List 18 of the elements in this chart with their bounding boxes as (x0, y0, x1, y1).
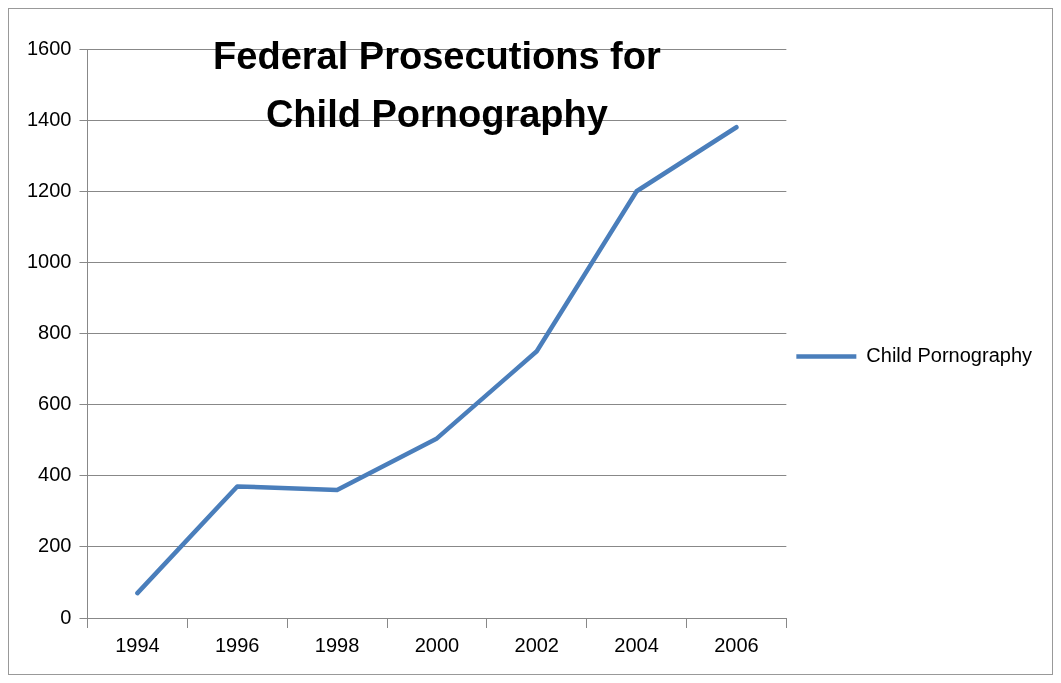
y-tick-label: 600 (38, 392, 72, 415)
y-tick-label: 0 (60, 605, 72, 628)
y-tick-label: 200 (38, 534, 72, 557)
x-tick-label: 2006 (714, 633, 759, 656)
x-tick-label: 2004 (614, 633, 659, 656)
x-tick-label: 2000 (414, 633, 460, 656)
x-tick-label: 1994 (115, 633, 160, 656)
legend-label: Child Pornography (866, 344, 1032, 367)
y-tick-label: 1400 (26, 107, 72, 130)
y-tick-label: 1000 (26, 249, 72, 272)
y-tick-label: 1200 (26, 178, 72, 201)
x-tick-label: 1996 (215, 633, 260, 656)
x-tick-label: 1998 (314, 633, 360, 656)
y-tick-label: 800 (38, 321, 72, 344)
y-tick-label: 400 (38, 463, 72, 486)
chart-title: Federal Prosecutions for Child Pornography (213, 35, 661, 136)
y-tick-label: 1600 (26, 36, 72, 59)
x-tick-label: 2002 (514, 633, 560, 656)
